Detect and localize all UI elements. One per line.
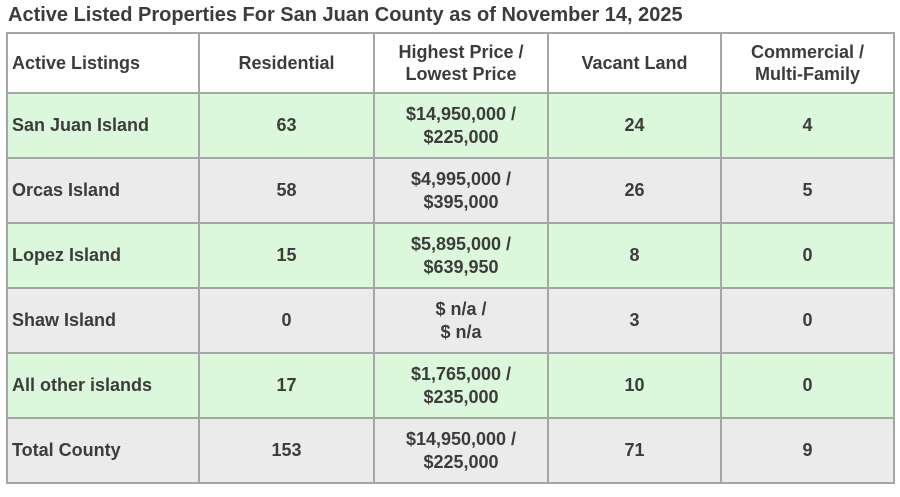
table-row: Orcas Island 58 $4,995,000 / $395,000 26… — [6, 157, 895, 224]
island-label: San Juan Island — [6, 92, 200, 159]
table-row: All other islands 17 $1,765,000 / $235,0… — [6, 352, 895, 419]
table-row: Shaw Island 0 $ n/a / $ n/a 3 0 — [6, 287, 895, 354]
vacant-land-count: 10 — [547, 352, 722, 419]
residential-count: 153 — [198, 417, 375, 484]
vacant-land-count: 3 — [547, 287, 722, 354]
price-range: $5,895,000 / $639,950 — [373, 222, 549, 289]
header-active-listings: Active Listings — [6, 32, 200, 94]
active-listings-table: Active Listings Residential Highest Pric… — [6, 32, 895, 484]
table-header: Active Listings Residential Highest Pric… — [6, 32, 895, 94]
residential-count: 0 — [198, 287, 375, 354]
island-label: Lopez Island — [6, 222, 200, 289]
table-row: San Juan Island 63 $14,950,000 / $225,00… — [6, 92, 895, 159]
commercial-multi-count: 9 — [720, 417, 895, 484]
vacant-land-count: 8 — [547, 222, 722, 289]
vacant-land-count: 71 — [547, 417, 722, 484]
price-range: $1,765,000 / $235,000 — [373, 352, 549, 419]
price-range: $14,950,000 / $225,000 — [373, 417, 549, 484]
island-label: All other islands — [6, 352, 200, 419]
vacant-land-count: 24 — [547, 92, 722, 159]
page-title: Active Listed Properties For San Juan Co… — [8, 4, 683, 26]
commercial-multi-count: 0 — [720, 287, 895, 354]
residential-count: 17 — [198, 352, 375, 419]
residential-count: 63 — [198, 92, 375, 159]
price-range: $4,995,000 / $395,000 — [373, 157, 549, 224]
commercial-multi-count: 5 — [720, 157, 895, 224]
table-row: Total County 153 $14,950,000 / $225,000 … — [6, 417, 895, 484]
commercial-multi-count: 4 — [720, 92, 895, 159]
header-row: Active Listings Residential Highest Pric… — [6, 32, 895, 94]
header-highest-lowest-price: Highest Price / Lowest Price — [373, 32, 549, 94]
header-residential: Residential — [198, 32, 375, 94]
commercial-multi-count: 0 — [720, 222, 895, 289]
price-range: $14,950,000 / $225,000 — [373, 92, 549, 159]
header-commercial-multi-family: Commercial / Multi-Family — [720, 32, 895, 94]
island-label: Total County — [6, 417, 200, 484]
price-range: $ n/a / $ n/a — [373, 287, 549, 354]
residential-count: 15 — [198, 222, 375, 289]
table-body: San Juan Island 63 $14,950,000 / $225,00… — [6, 92, 895, 484]
island-label: Orcas Island — [6, 157, 200, 224]
header-vacant-land: Vacant Land — [547, 32, 722, 94]
residential-count: 58 — [198, 157, 375, 224]
island-label: Shaw Island — [6, 287, 200, 354]
commercial-multi-count: 0 — [720, 352, 895, 419]
table-row: Lopez Island 15 $5,895,000 / $639,950 8 … — [6, 222, 895, 289]
vacant-land-count: 26 — [547, 157, 722, 224]
